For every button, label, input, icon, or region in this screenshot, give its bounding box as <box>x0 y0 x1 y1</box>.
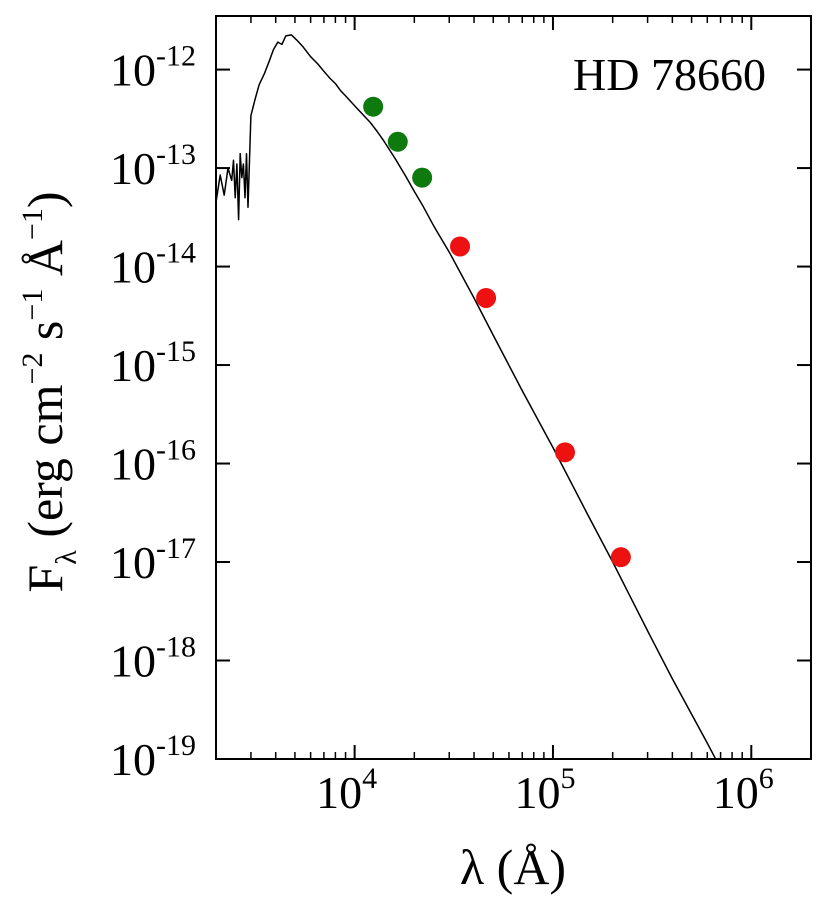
y-tick-label: 10-18 <box>110 631 196 687</box>
star-name-annotation: HD 78660 <box>573 49 766 100</box>
photometry-point-green <box>412 167 433 188</box>
axis-ticks <box>215 16 812 760</box>
x-tick-label: 106 <box>713 762 774 818</box>
model-spectrum-line <box>216 34 717 759</box>
y-tick-label: 10-19 <box>110 729 196 785</box>
y-tick-labels: 10-12 10-13 10-14 10-15 10-16 10-17 10-18 10-19 <box>110 40 196 785</box>
y-tick-label: 10-16 <box>110 434 196 490</box>
plot-frame <box>215 15 812 760</box>
y-tick-label: 10-13 <box>110 138 196 194</box>
x-axis-title: λ (Å) <box>460 839 566 895</box>
series-layer <box>216 34 717 759</box>
y-tick-label: 10-14 <box>110 237 196 293</box>
y-tick-label: 10-12 <box>110 40 196 96</box>
photometry-point-green <box>363 96 384 117</box>
y-tick-label: 10-15 <box>110 335 196 391</box>
y-tick-label: 10-17 <box>110 532 196 588</box>
x-tick-labels: 104 105 106 <box>316 762 774 818</box>
photometry-point-red <box>555 442 576 463</box>
y-axis-title: Fλ (erg cm−2 s−1 Å−1) <box>16 191 83 592</box>
x-tick-label: 105 <box>514 762 575 818</box>
photometry-point-green <box>387 131 408 152</box>
photometry-point-red <box>476 287 497 308</box>
x-tick-label: 104 <box>316 762 377 818</box>
photometry-point-red <box>610 547 631 568</box>
photometry-point-red <box>450 236 471 257</box>
